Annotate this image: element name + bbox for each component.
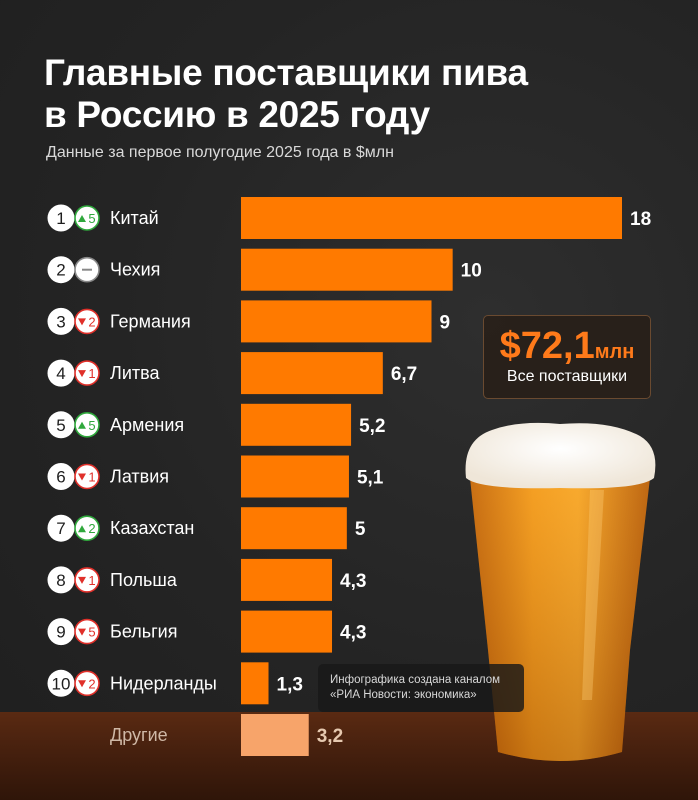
rank-change-badge (74, 463, 100, 490)
country-label: Польша (110, 570, 178, 590)
rank-badge (47, 256, 75, 284)
bar-value-label: 4,3 (340, 571, 366, 592)
beer-glass-shade (470, 478, 650, 761)
credit-note: Инфографика создана каналом «РИА Новости… (318, 664, 524, 712)
country-label: Латвия (110, 467, 169, 487)
country-label: Чехия (110, 260, 160, 280)
rank-badge (47, 514, 75, 542)
rank-badge (47, 307, 75, 335)
bar-5 (241, 403, 352, 446)
rank-number: 3 (56, 312, 65, 331)
rank-number: 8 (56, 571, 65, 590)
arrow-up-icon (78, 525, 86, 533)
arrow-down-icon (78, 680, 86, 688)
rank-number: 2 (56, 261, 65, 280)
rank-change-value: 5 (88, 418, 95, 433)
credit-line-2: «РИА Новости: экономика» (330, 689, 477, 701)
rank-change-badge (74, 411, 100, 438)
rank-change-value: 2 (88, 676, 95, 691)
total-suppliers-box: $72,1млн Все поставщики (483, 315, 651, 399)
arrow-down-icon (78, 473, 86, 481)
total-unit: млн (594, 341, 635, 363)
country-label: Армения (110, 415, 184, 435)
bar-4 (241, 352, 383, 395)
bar-other (241, 714, 309, 756)
country-label: Китай (110, 208, 159, 228)
arrow-up-icon (78, 215, 86, 222)
credit-line-1: Инфографика создана каналом (330, 674, 501, 686)
bar-value-label: 10 (461, 261, 482, 282)
bar-10 (241, 662, 269, 705)
other-label: Другие (110, 725, 168, 745)
rank-badge (47, 204, 75, 232)
rank-change-value: 2 (88, 521, 95, 536)
rank-change-badge (74, 205, 100, 231)
rank-number: 1 (56, 209, 65, 228)
arrow-down-icon (78, 628, 86, 636)
beer-glass-highlight (582, 490, 604, 700)
rank-change-value: 1 (88, 366, 95, 381)
rank-badge (47, 669, 75, 697)
total-amount: $72,1 (499, 325, 595, 367)
bar-2 (241, 248, 453, 291)
rank-number: 4 (56, 364, 65, 383)
bar-9 (241, 610, 333, 653)
bar-8 (241, 558, 333, 601)
rank-badge (47, 463, 75, 490)
rank-number: 7 (56, 519, 65, 538)
rank-change-badge (74, 618, 100, 645)
arrow-down-icon (78, 318, 86, 326)
rank-badge (47, 566, 75, 594)
bar-value-label: 1,3 (277, 674, 303, 695)
total-label: Все поставщики (506, 368, 628, 385)
rank-change-value: 5 (88, 211, 95, 226)
bar-value-label: 18 (630, 209, 651, 230)
rank-badge (47, 618, 75, 646)
rank-change-badge (74, 515, 100, 542)
rank-badge (47, 411, 75, 439)
country-label: Нидерланды (110, 673, 217, 693)
country-label: Бельгия (110, 622, 177, 642)
country-label: Казахстан (110, 518, 194, 538)
bar-value-label: 5 (355, 519, 366, 540)
rank-change-value: 1 (88, 470, 95, 485)
beer-foam (465, 422, 656, 489)
bar-value-label: 9 (440, 312, 451, 333)
rank-change-value: 2 (88, 314, 95, 329)
total-value: $72,1млн (484, 324, 650, 374)
rank-number: 9 (56, 623, 65, 642)
arrow-down-icon (78, 370, 86, 378)
country-label: Литва (110, 363, 160, 383)
rank-change-badge (74, 308, 100, 335)
rank-change-value: 1 (88, 573, 95, 588)
bar-1 (241, 197, 622, 239)
bar-value-label: 4,3 (340, 623, 366, 644)
rank-number: 10 (52, 674, 71, 693)
rank-change-badge (74, 670, 100, 697)
page-title: Главные поставщики пива в Россию в 2025 … (44, 52, 528, 135)
rank-badge (47, 359, 75, 387)
bar-value-label: 6,7 (391, 364, 417, 385)
bar-value-label: 5,2 (359, 416, 385, 437)
bar-7 (241, 507, 347, 550)
arrow-up-icon (78, 421, 86, 429)
bar-3 (241, 300, 432, 343)
bar-value-label: 5,1 (357, 468, 384, 489)
rank-number: 5 (56, 416, 65, 435)
rank-change-value: 5 (88, 625, 95, 640)
rank-number: 6 (56, 468, 65, 487)
rank-change-badge (74, 567, 100, 593)
rank-change-badge (74, 360, 100, 386)
country-label: Германия (110, 311, 191, 331)
bar-value-label: 3,2 (317, 726, 343, 747)
page-subtitle: Данные за первое полугодие 2025 года в $… (46, 144, 394, 161)
bar-6 (241, 455, 349, 498)
arrow-down-icon (78, 576, 86, 584)
